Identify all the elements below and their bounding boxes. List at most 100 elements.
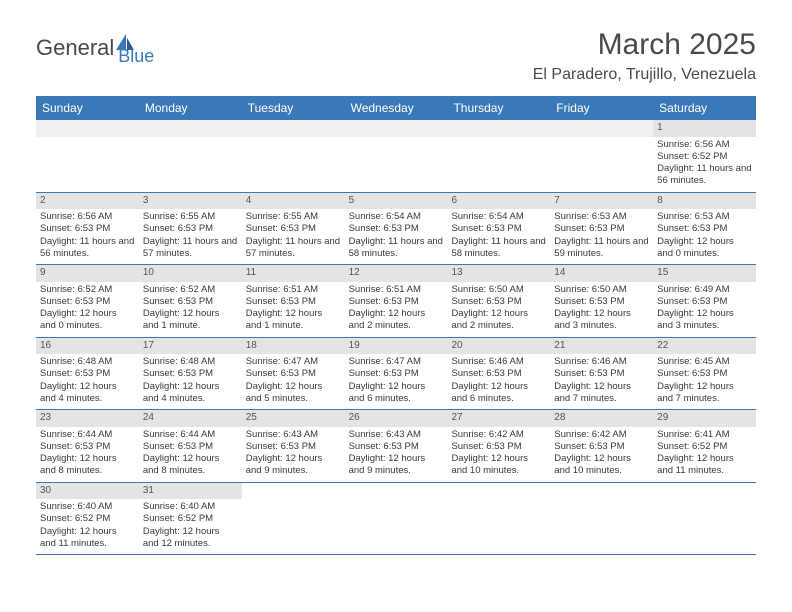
- calendar-cell: 30Sunrise: 6:40 AMSunset: 6:52 PMDayligh…: [36, 483, 139, 555]
- day-body: Sunrise: 6:51 AMSunset: 6:53 PMDaylight:…: [345, 282, 448, 337]
- day-body: Sunrise: 6:52 AMSunset: 6:53 PMDaylight:…: [139, 282, 242, 337]
- sunset-text: Sunset: 6:53 PM: [246, 296, 341, 308]
- calendar: SundayMondayTuesdayWednesdayThursdayFrid…: [36, 96, 756, 555]
- calendar-cell: 18Sunrise: 6:47 AMSunset: 6:53 PMDayligh…: [242, 338, 345, 410]
- day-body: Sunrise: 6:42 AMSunset: 6:53 PMDaylight:…: [447, 427, 550, 482]
- sunrise-text: Sunrise: 6:51 AM: [349, 284, 444, 296]
- empty-day-body: [36, 137, 139, 181]
- day-body: Sunrise: 6:53 AMSunset: 6:53 PMDaylight:…: [550, 209, 653, 264]
- empty-day-bar: [36, 120, 139, 137]
- day-number: 23: [36, 410, 139, 427]
- day-number: 1: [653, 120, 756, 137]
- sunset-text: Sunset: 6:53 PM: [451, 368, 546, 380]
- calendar-cell: 16Sunrise: 6:48 AMSunset: 6:53 PMDayligh…: [36, 338, 139, 410]
- day-number: 7: [550, 193, 653, 210]
- day-number: 4: [242, 193, 345, 210]
- calendar-cell: 28Sunrise: 6:42 AMSunset: 6:53 PMDayligh…: [550, 410, 653, 482]
- calendar-cell: 4Sunrise: 6:55 AMSunset: 6:53 PMDaylight…: [242, 193, 345, 265]
- sunset-text: Sunset: 6:52 PM: [657, 151, 752, 163]
- day-body: Sunrise: 6:42 AMSunset: 6:53 PMDaylight:…: [550, 427, 653, 482]
- logo-text-blue: Blue: [118, 46, 154, 67]
- sunset-text: Sunset: 6:53 PM: [143, 441, 238, 453]
- sunrise-text: Sunrise: 6:44 AM: [40, 429, 135, 441]
- daylight-text: Daylight: 12 hours and 3 minutes.: [554, 308, 649, 332]
- sunrise-text: Sunrise: 6:40 AM: [143, 501, 238, 513]
- sunrise-text: Sunrise: 6:42 AM: [554, 429, 649, 441]
- daylight-text: Daylight: 11 hours and 59 minutes.: [554, 236, 649, 260]
- calendar-cell: 31Sunrise: 6:40 AMSunset: 6:52 PMDayligh…: [139, 483, 242, 555]
- sunrise-text: Sunrise: 6:46 AM: [554, 356, 649, 368]
- logo: General Blue: [36, 28, 154, 67]
- sunset-text: Sunset: 6:53 PM: [40, 223, 135, 235]
- calendar-cell: 26Sunrise: 6:43 AMSunset: 6:53 PMDayligh…: [345, 410, 448, 482]
- daylight-text: Daylight: 12 hours and 1 minute.: [143, 308, 238, 332]
- day-body: Sunrise: 6:55 AMSunset: 6:53 PMDaylight:…: [139, 209, 242, 264]
- day-body: Sunrise: 6:56 AMSunset: 6:52 PMDaylight:…: [653, 137, 756, 192]
- calendar-cell: 5Sunrise: 6:54 AMSunset: 6:53 PMDaylight…: [345, 193, 448, 265]
- calendar-cell: 2Sunrise: 6:56 AMSunset: 6:53 PMDaylight…: [36, 193, 139, 265]
- day-body: Sunrise: 6:45 AMSunset: 6:53 PMDaylight:…: [653, 354, 756, 409]
- calendar-cell: 23Sunrise: 6:44 AMSunset: 6:53 PMDayligh…: [36, 410, 139, 482]
- day-header-cell: Thursday: [447, 96, 550, 120]
- calendar-cell: [36, 120, 139, 192]
- daylight-text: Daylight: 12 hours and 2 minutes.: [451, 308, 546, 332]
- sunset-text: Sunset: 6:53 PM: [451, 223, 546, 235]
- sunset-text: Sunset: 6:53 PM: [246, 223, 341, 235]
- sunrise-text: Sunrise: 6:56 AM: [657, 139, 752, 151]
- day-body: Sunrise: 6:48 AMSunset: 6:53 PMDaylight:…: [36, 354, 139, 409]
- sunset-text: Sunset: 6:53 PM: [451, 296, 546, 308]
- empty-day-bar: [447, 120, 550, 137]
- sunrise-text: Sunrise: 6:47 AM: [246, 356, 341, 368]
- day-body: Sunrise: 6:47 AMSunset: 6:53 PMDaylight:…: [242, 354, 345, 409]
- day-body: Sunrise: 6:53 AMSunset: 6:53 PMDaylight:…: [653, 209, 756, 264]
- calendar-week-row: 23Sunrise: 6:44 AMSunset: 6:53 PMDayligh…: [36, 410, 756, 483]
- calendar-cell: 17Sunrise: 6:48 AMSunset: 6:53 PMDayligh…: [139, 338, 242, 410]
- day-header-cell: Wednesday: [345, 96, 448, 120]
- day-header-cell: Monday: [139, 96, 242, 120]
- sunset-text: Sunset: 6:53 PM: [451, 441, 546, 453]
- sunrise-text: Sunrise: 6:50 AM: [554, 284, 649, 296]
- sunrise-text: Sunrise: 6:43 AM: [246, 429, 341, 441]
- day-number: 24: [139, 410, 242, 427]
- header: General Blue March 2025 El Paradero, Tru…: [0, 0, 792, 96]
- day-body: Sunrise: 6:43 AMSunset: 6:53 PMDaylight:…: [242, 427, 345, 482]
- day-number: 5: [345, 193, 448, 210]
- day-header-cell: Tuesday: [242, 96, 345, 120]
- calendar-cell: [139, 120, 242, 192]
- sunset-text: Sunset: 6:53 PM: [246, 368, 341, 380]
- calendar-cell: 21Sunrise: 6:46 AMSunset: 6:53 PMDayligh…: [550, 338, 653, 410]
- daylight-text: Daylight: 12 hours and 9 minutes.: [349, 453, 444, 477]
- day-header-cell: Friday: [550, 96, 653, 120]
- sunrise-text: Sunrise: 6:50 AM: [451, 284, 546, 296]
- day-body: Sunrise: 6:56 AMSunset: 6:53 PMDaylight:…: [36, 209, 139, 264]
- sunset-text: Sunset: 6:53 PM: [40, 368, 135, 380]
- daylight-text: Daylight: 12 hours and 6 minutes.: [349, 381, 444, 405]
- empty-day-bar: [345, 120, 448, 137]
- calendar-cell: 27Sunrise: 6:42 AMSunset: 6:53 PMDayligh…: [447, 410, 550, 482]
- daylight-text: Daylight: 12 hours and 4 minutes.: [143, 381, 238, 405]
- calendar-cell: 9Sunrise: 6:52 AMSunset: 6:53 PMDaylight…: [36, 265, 139, 337]
- sunset-text: Sunset: 6:53 PM: [554, 441, 649, 453]
- calendar-cell: 20Sunrise: 6:46 AMSunset: 6:53 PMDayligh…: [447, 338, 550, 410]
- day-number: 9: [36, 265, 139, 282]
- day-number: 18: [242, 338, 345, 355]
- day-number: 27: [447, 410, 550, 427]
- daylight-text: Daylight: 11 hours and 58 minutes.: [349, 236, 444, 260]
- calendar-week-row: 2Sunrise: 6:56 AMSunset: 6:53 PMDaylight…: [36, 193, 756, 266]
- sunset-text: Sunset: 6:53 PM: [657, 296, 752, 308]
- day-body: Sunrise: 6:44 AMSunset: 6:53 PMDaylight:…: [36, 427, 139, 482]
- daylight-text: Daylight: 11 hours and 56 minutes.: [40, 236, 135, 260]
- day-body: Sunrise: 6:46 AMSunset: 6:53 PMDaylight:…: [550, 354, 653, 409]
- calendar-cell: [242, 483, 345, 555]
- day-body: Sunrise: 6:40 AMSunset: 6:52 PMDaylight:…: [36, 499, 139, 554]
- day-body: Sunrise: 6:52 AMSunset: 6:53 PMDaylight:…: [36, 282, 139, 337]
- sunrise-text: Sunrise: 6:54 AM: [349, 211, 444, 223]
- day-body: Sunrise: 6:49 AMSunset: 6:53 PMDaylight:…: [653, 282, 756, 337]
- day-number: 20: [447, 338, 550, 355]
- daylight-text: Daylight: 12 hours and 8 minutes.: [143, 453, 238, 477]
- day-body: Sunrise: 6:48 AMSunset: 6:53 PMDaylight:…: [139, 354, 242, 409]
- calendar-cell: 29Sunrise: 6:41 AMSunset: 6:52 PMDayligh…: [653, 410, 756, 482]
- calendar-cell: 11Sunrise: 6:51 AMSunset: 6:53 PMDayligh…: [242, 265, 345, 337]
- sunset-text: Sunset: 6:53 PM: [143, 296, 238, 308]
- day-number: 19: [345, 338, 448, 355]
